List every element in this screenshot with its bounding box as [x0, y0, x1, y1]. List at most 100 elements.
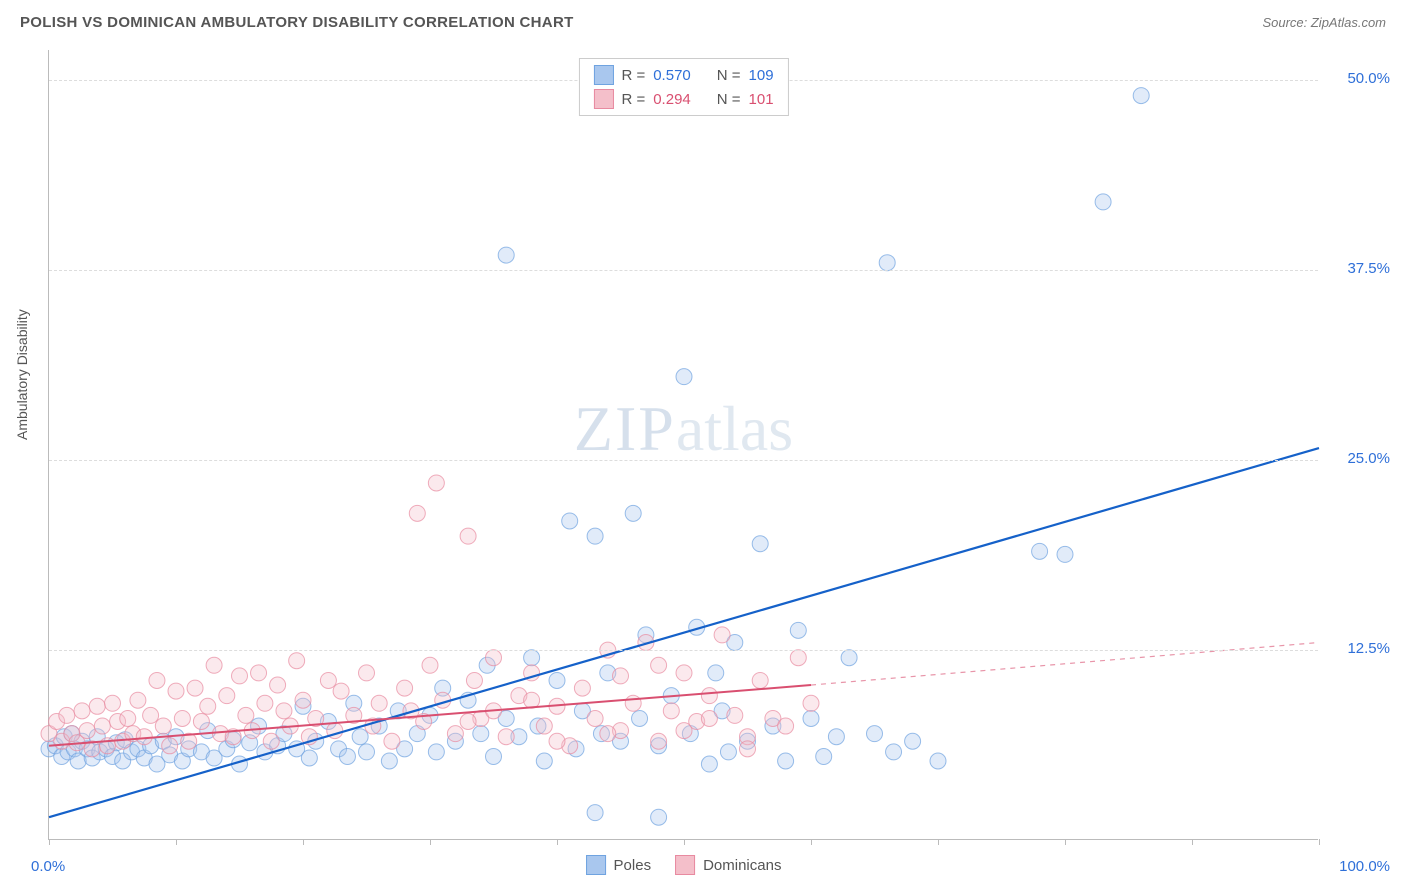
scatter-point [359, 744, 375, 760]
legend-item: Dominicans [675, 855, 781, 875]
chart-title: POLISH VS DOMINICAN AMBULATORY DISABILIT… [20, 14, 574, 31]
x-axis-max-label: 100.0% [1339, 858, 1390, 875]
trend-line [49, 448, 1319, 817]
x-tick [557, 839, 558, 845]
scatter-point [1032, 543, 1048, 559]
stat-r-value: 0.294 [653, 91, 691, 108]
scatter-point [651, 657, 667, 673]
scatter-point [384, 733, 400, 749]
scatter-point [486, 748, 502, 764]
legend-swatch [593, 65, 613, 85]
scatter-point [486, 650, 502, 666]
scatter-point [651, 733, 667, 749]
scatter-point [219, 688, 235, 704]
scatter-point [816, 748, 832, 764]
x-tick [684, 839, 685, 845]
scatter-point [536, 753, 552, 769]
scatter-point [841, 650, 857, 666]
scatter-point [89, 698, 105, 714]
scatter-point [574, 680, 590, 696]
legend-label: Poles [614, 857, 652, 874]
scatter-point [498, 729, 514, 745]
scatter-point [562, 513, 578, 529]
scatter-point [473, 726, 489, 742]
scatter-point [428, 475, 444, 491]
plot-svg [49, 50, 1318, 839]
stat-r-value: 0.570 [653, 67, 691, 84]
scatter-point [232, 668, 248, 684]
scatter-point [867, 726, 883, 742]
scatter-point [524, 650, 540, 666]
scatter-point [276, 703, 292, 719]
scatter-point [1095, 194, 1111, 210]
gridline [49, 270, 1318, 271]
scatter-point [625, 695, 641, 711]
scatter-point [549, 672, 565, 688]
scatter-point [625, 505, 641, 521]
scatter-point [295, 692, 311, 708]
correlation-stats-box: R =0.570N =109R =0.294N =101 [578, 58, 788, 116]
scatter-point [701, 710, 717, 726]
scatter-point [613, 668, 629, 684]
scatter-point [663, 703, 679, 719]
stat-r-label: R = [621, 91, 645, 108]
scatter-point [352, 729, 368, 745]
scatter-point [708, 665, 724, 681]
legend-item: Poles [586, 855, 652, 875]
scatter-point [536, 718, 552, 734]
scatter-point [397, 680, 413, 696]
x-tick [176, 839, 177, 845]
scatter-point [651, 809, 667, 825]
scatter-point [381, 753, 397, 769]
scatter-point [803, 710, 819, 726]
scatter-point [371, 695, 387, 711]
x-tick [1192, 839, 1193, 845]
scatter-point [886, 744, 902, 760]
scatter-point [238, 707, 254, 723]
y-tick-label: 37.5% [1347, 260, 1390, 277]
scatter-point [94, 718, 110, 734]
x-tick [938, 839, 939, 845]
scatter-point [143, 707, 159, 723]
scatter-point [447, 726, 463, 742]
scatter-point [701, 688, 717, 704]
scatter-point [720, 744, 736, 760]
scatter-point [701, 756, 717, 772]
scatter-point [359, 665, 375, 681]
scatter-point [187, 680, 203, 696]
x-tick [430, 839, 431, 845]
gridline [49, 650, 1318, 651]
scatter-point [803, 695, 819, 711]
scatter-point [270, 677, 286, 693]
chart-plot-area: ZIPatlas R =0.570N =109R =0.294N =101 Po… [48, 50, 1318, 840]
source-attribution: Source: ZipAtlas.com [1262, 15, 1386, 30]
scatter-point [460, 714, 476, 730]
scatter-point [263, 733, 279, 749]
scatter-point [676, 665, 692, 681]
scatter-point [460, 528, 476, 544]
y-axis-label: Ambulatory Disability [14, 309, 30, 440]
legend-swatch [675, 855, 695, 875]
scatter-point [828, 729, 844, 745]
scatter-point [790, 622, 806, 638]
scatter-point [632, 710, 648, 726]
y-tick-label: 50.0% [1347, 70, 1390, 87]
scatter-point [879, 255, 895, 271]
scatter-point [130, 692, 146, 708]
scatter-point [79, 723, 95, 739]
scatter-point [466, 672, 482, 688]
stat-n-value: 101 [749, 91, 774, 108]
scatter-point [289, 653, 305, 669]
scatter-point [105, 695, 121, 711]
x-tick [49, 839, 50, 845]
stat-n-label: N = [717, 67, 741, 84]
x-tick [1065, 839, 1066, 845]
x-tick [1319, 839, 1320, 845]
scatter-point [149, 672, 165, 688]
scatter-point [320, 672, 336, 688]
scatter-point [428, 744, 444, 760]
legend-swatch [586, 855, 606, 875]
stats-row: R =0.294N =101 [593, 87, 773, 111]
x-tick [303, 839, 304, 845]
scatter-point [752, 536, 768, 552]
